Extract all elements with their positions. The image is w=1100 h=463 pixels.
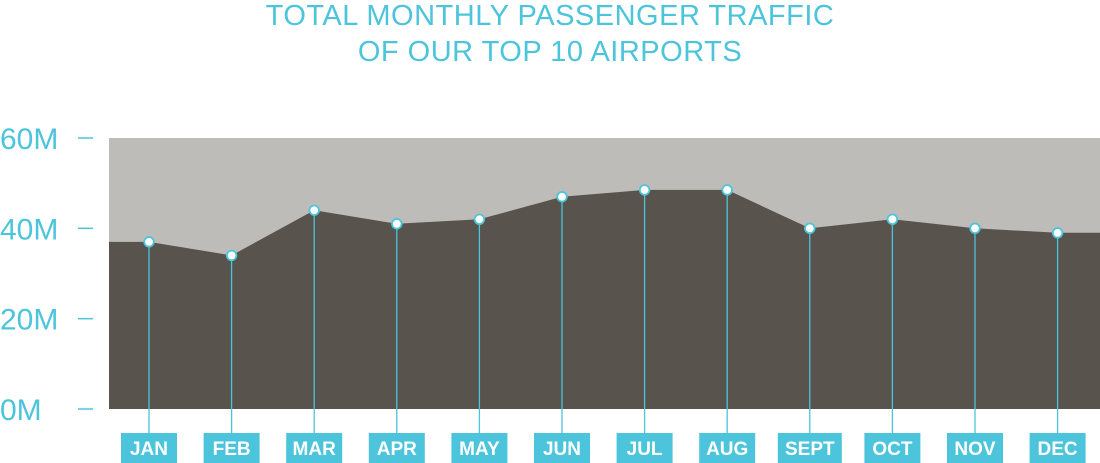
y-tick-label: 60M	[0, 123, 58, 156]
month-label: OCT	[872, 439, 913, 460]
month-label: JAN	[130, 439, 168, 460]
month-label: FEB	[213, 439, 251, 460]
month-stems	[148, 189, 1059, 434]
month-label-box	[699, 433, 756, 463]
y-tick-label: 0M	[0, 394, 42, 427]
month-label: SEPT	[785, 439, 835, 460]
month-label-box	[286, 433, 343, 463]
month-label-box	[368, 433, 425, 463]
month-label: NOV	[954, 439, 996, 460]
data-point	[308, 204, 320, 216]
data-point	[143, 236, 155, 248]
data-point	[391, 218, 403, 230]
month-label-box	[864, 433, 921, 463]
month-label-box	[534, 433, 590, 463]
month-label-box	[203, 433, 260, 463]
area-series	[109, 189, 1100, 409]
month-label: DEC	[1038, 439, 1078, 460]
chart-title-line-2: OF OUR TOP 10 AIRPORTS	[357, 36, 743, 68]
month-label: AUG	[706, 439, 748, 460]
month-label: JUN	[543, 439, 581, 460]
data-point	[473, 213, 486, 226]
chart-title-line-1: TOTAL MONTHLY PASSENGER TRAFFIC	[265, 0, 835, 32]
month-label-box	[616, 433, 673, 463]
y-tick-label: 20M	[0, 304, 58, 337]
month-label: MAR	[293, 439, 337, 460]
y-tick-label: 40M	[0, 213, 58, 246]
month-label-box	[451, 433, 508, 463]
data-point	[804, 222, 816, 235]
month-label: JUL	[627, 439, 663, 460]
month-label: MAY	[459, 439, 500, 460]
month-label-box	[777, 433, 842, 463]
month-label-box	[121, 433, 177, 463]
month-label-box	[947, 433, 1003, 463]
y-axis: 0M 20M 40M 60M	[0, 123, 93, 427]
month-label: APR	[377, 439, 417, 460]
data-point	[969, 222, 981, 235]
data-point	[225, 249, 238, 262]
data-point	[556, 191, 568, 203]
data-point	[721, 184, 733, 196]
data-point	[638, 184, 651, 196]
data-points	[143, 184, 1064, 262]
month-label-box	[1029, 433, 1086, 463]
data-point	[1051, 227, 1064, 239]
x-axis-labels: JAN FEB MAR APR MAY JUN JUL AUG SEPT OCT NOV DEC	[121, 433, 1086, 463]
data-point	[886, 213, 899, 226]
